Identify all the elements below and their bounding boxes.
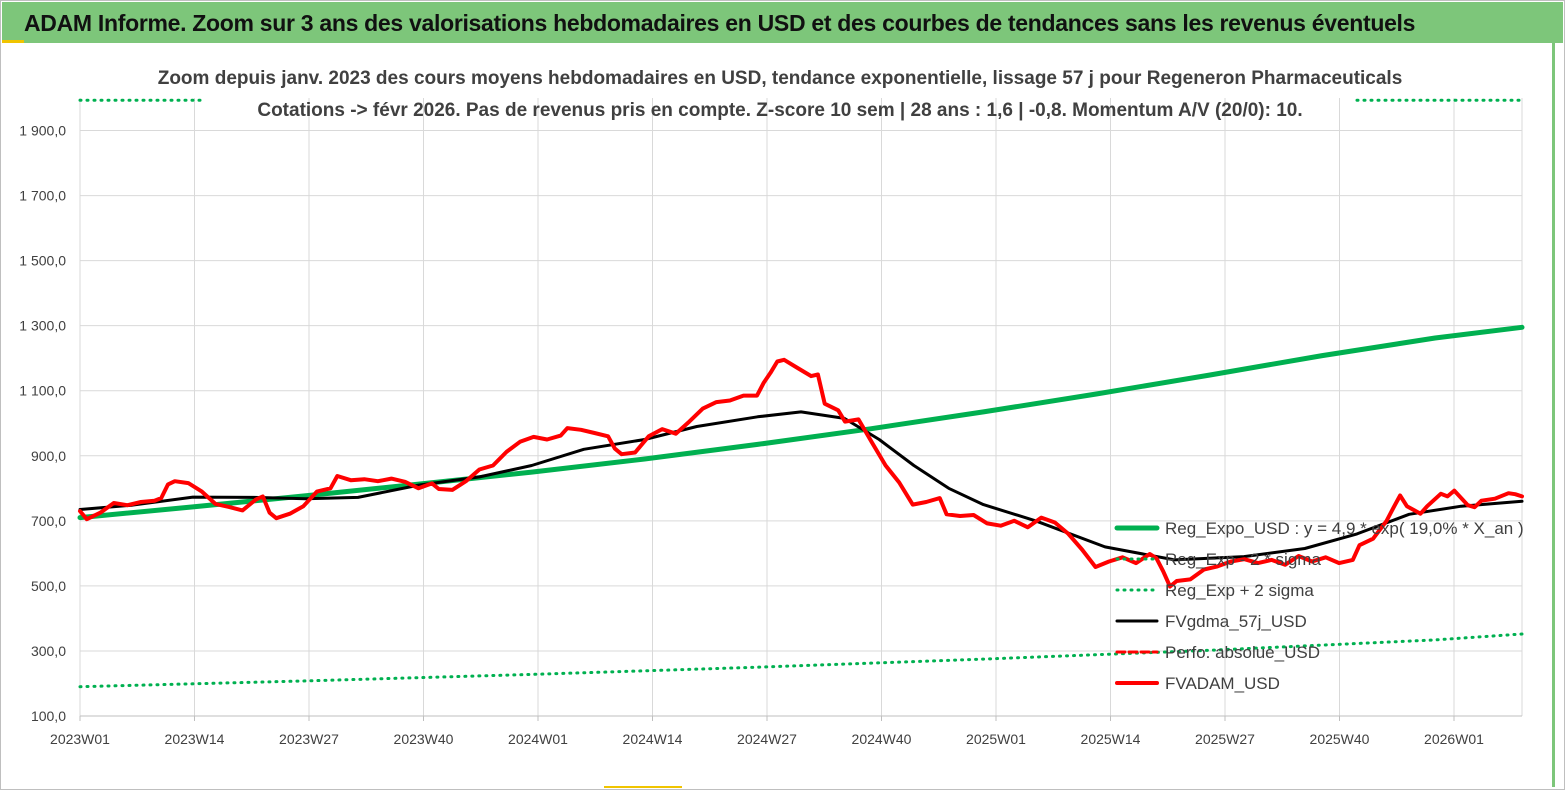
chart-title-line-1: Zoom depuis janv. 2023 des cours moyens … xyxy=(158,68,1403,89)
legend-label: Perfo. absolue_USD xyxy=(1165,643,1320,662)
y-tick-label: 1 500,0 xyxy=(19,253,66,269)
x-tick-label: 2024W40 xyxy=(852,731,912,747)
title-banner: ADAM Informe. Zoom sur 3 ans des valoris… xyxy=(2,2,1563,43)
series-group xyxy=(77,98,1525,689)
y-tick-label: 500,0 xyxy=(31,578,66,594)
y-tick-label: 1 300,0 xyxy=(19,318,66,334)
legend-label: FVgdma_57j_USD xyxy=(1165,612,1307,631)
legend-label: Reg_Expo_USD : y = 4,9 * exp( 19,0% * X_… xyxy=(1165,519,1524,538)
series-line-5 xyxy=(78,357,1524,589)
corner-mark-right xyxy=(1552,43,1555,787)
series-line-1 xyxy=(78,632,1524,689)
x-axis-ticks: 2023W01 2023W14 2023W27 2023W40 2024W01 2024W… xyxy=(50,716,1484,747)
corner-mark-top-left xyxy=(2,40,24,43)
grid xyxy=(79,98,1523,717)
legend-label: Reg_Exp + 2 sigma xyxy=(1165,581,1314,600)
x-tick-label: 2023W27 xyxy=(279,731,339,747)
x-tick-label: 2025W14 xyxy=(1081,731,1141,747)
x-tick-label: 2023W40 xyxy=(394,731,454,747)
x-tick-label: 2026W01 xyxy=(1424,731,1484,747)
y-tick-label: 300,0 xyxy=(31,643,66,659)
y-tick-label: 1 900,0 xyxy=(19,123,66,139)
legend-label: FVADAM_USD xyxy=(1165,674,1280,693)
banner-title: ADAM Informe. Zoom sur 3 ans des valoris… xyxy=(24,10,1416,36)
y-tick-label: 700,0 xyxy=(31,513,66,529)
y-tick-label: 100,0 xyxy=(31,708,66,724)
x-tick-label: 2023W01 xyxy=(50,731,110,747)
x-tick-label: 2024W14 xyxy=(623,731,683,747)
x-tick-label: 2025W01 xyxy=(966,731,1026,747)
y-axis-ticks: 100,0 300,0 500,0 700,0 900,0 1 100,0 1 300,0 1… xyxy=(19,123,66,724)
y-tick-label: 1 100,0 xyxy=(19,383,66,399)
x-tick-label: 2024W27 xyxy=(737,731,797,747)
x-tick-label: 2025W27 xyxy=(1195,731,1255,747)
chart-title-line-2: Cotations -> févr 2026. Pas de revenus p… xyxy=(257,100,1302,121)
legend: Reg_Expo_USD : y = 4,9 * exp( 19,0% * X_… xyxy=(1114,519,1524,693)
legend-label: Reg_Exp - 2 * sigma xyxy=(1165,550,1321,569)
x-tick-label: 2023W14 xyxy=(165,731,225,747)
series-line-0 xyxy=(77,324,1525,521)
y-tick-label: 1 700,0 xyxy=(19,188,66,204)
x-tick-label: 2025W40 xyxy=(1310,731,1370,747)
x-tick-label: 2024W01 xyxy=(508,731,568,747)
corner-mark-bottom xyxy=(604,786,682,788)
y-tick-label: 900,0 xyxy=(31,448,66,464)
series-line-4 xyxy=(78,410,1524,562)
